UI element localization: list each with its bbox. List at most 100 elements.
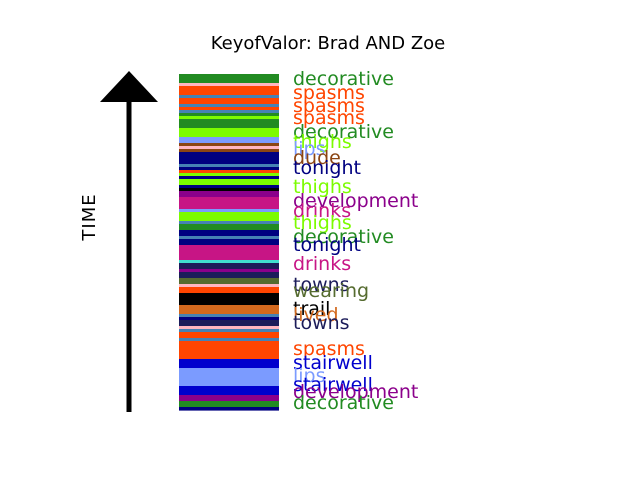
stripe xyxy=(179,230,279,234)
stripe xyxy=(179,272,279,276)
stripe xyxy=(179,341,279,345)
stripe xyxy=(179,86,279,90)
stripe xyxy=(179,392,279,396)
stripe xyxy=(179,125,279,129)
stripe xyxy=(179,152,279,156)
word-label: dude xyxy=(293,147,341,169)
stripe xyxy=(179,335,279,339)
stripe xyxy=(179,260,279,264)
stripe xyxy=(179,368,279,372)
stripe xyxy=(179,128,279,132)
stripe xyxy=(179,143,279,147)
stripe xyxy=(179,365,279,369)
stripe xyxy=(179,206,279,210)
stripe xyxy=(179,236,279,240)
stripe xyxy=(179,161,279,165)
word-labels: decorativespasmsspasmsspasmsdecorativeth… xyxy=(293,68,418,414)
stripe xyxy=(179,401,279,405)
word-label: wearing xyxy=(293,280,369,302)
stripe xyxy=(179,257,279,261)
stripe xyxy=(179,98,279,102)
stripe xyxy=(179,80,279,84)
stripe xyxy=(179,356,279,360)
stripe xyxy=(179,251,279,255)
stripe xyxy=(179,383,279,387)
stripe xyxy=(179,254,279,258)
stripe xyxy=(179,293,279,297)
stripe xyxy=(179,176,279,180)
word-label: drinks xyxy=(293,253,351,275)
word-label: spasms xyxy=(293,107,365,129)
stripe xyxy=(179,311,279,315)
stripe xyxy=(179,308,279,312)
stripe xyxy=(179,389,279,393)
stripe xyxy=(179,317,279,321)
stripe xyxy=(179,314,279,318)
stripe xyxy=(179,116,279,120)
stripe xyxy=(179,194,279,198)
word-label: decorative xyxy=(293,226,394,248)
stripe xyxy=(179,173,279,177)
word-label: lips xyxy=(293,365,326,387)
stripe xyxy=(179,338,279,342)
stripe xyxy=(179,326,279,330)
y-axis-label: TIME xyxy=(79,193,100,241)
stripe xyxy=(179,140,279,144)
stripe xyxy=(179,158,279,162)
stripe xyxy=(179,215,279,219)
stripe xyxy=(179,395,279,399)
word-label: spasms xyxy=(293,95,365,117)
stripe xyxy=(179,137,279,141)
stripe xyxy=(179,104,279,108)
stripe xyxy=(179,296,279,300)
time-axis-arrowhead xyxy=(100,71,158,102)
stripe xyxy=(179,122,279,126)
stripe xyxy=(179,263,279,267)
stripe xyxy=(179,119,279,123)
stripe xyxy=(179,182,279,186)
stripe xyxy=(179,221,279,225)
stripe xyxy=(179,380,279,384)
stripe xyxy=(179,290,279,294)
word-label: stairwell xyxy=(293,374,373,396)
stripe xyxy=(179,248,279,252)
word-label: tonight xyxy=(293,234,361,256)
stripe xyxy=(179,179,279,183)
stripe xyxy=(179,203,279,207)
stripe xyxy=(179,197,279,201)
stripe xyxy=(179,269,279,273)
stripe xyxy=(179,347,279,351)
stripe xyxy=(179,149,279,153)
stripe xyxy=(179,329,279,333)
stripe xyxy=(179,101,279,105)
word-label: stairwell xyxy=(293,352,373,374)
stripe xyxy=(179,404,279,408)
word-label: development xyxy=(293,190,418,212)
stripe xyxy=(179,74,279,78)
stripe xyxy=(179,407,279,411)
stripe xyxy=(179,227,279,231)
stripe xyxy=(179,224,279,228)
word-label: thighs xyxy=(293,212,352,234)
word-label: decorative xyxy=(293,121,394,143)
stripe xyxy=(179,131,279,135)
stripe xyxy=(179,305,279,309)
stripe xyxy=(179,284,279,288)
stripe xyxy=(179,233,279,237)
stripe xyxy=(179,242,279,246)
stripe xyxy=(179,95,279,99)
stripe xyxy=(179,191,279,195)
word-label: decorative xyxy=(293,392,394,414)
word-label: towns xyxy=(293,312,350,334)
stripe xyxy=(179,110,279,114)
stripe xyxy=(179,107,279,111)
word-label: lips xyxy=(293,138,326,160)
stripe xyxy=(179,83,279,87)
stripe xyxy=(179,353,279,357)
stripe xyxy=(179,209,279,213)
stripe xyxy=(179,386,279,390)
stripe xyxy=(179,275,279,279)
word-label: thighs xyxy=(293,176,352,198)
stripe xyxy=(179,170,279,174)
